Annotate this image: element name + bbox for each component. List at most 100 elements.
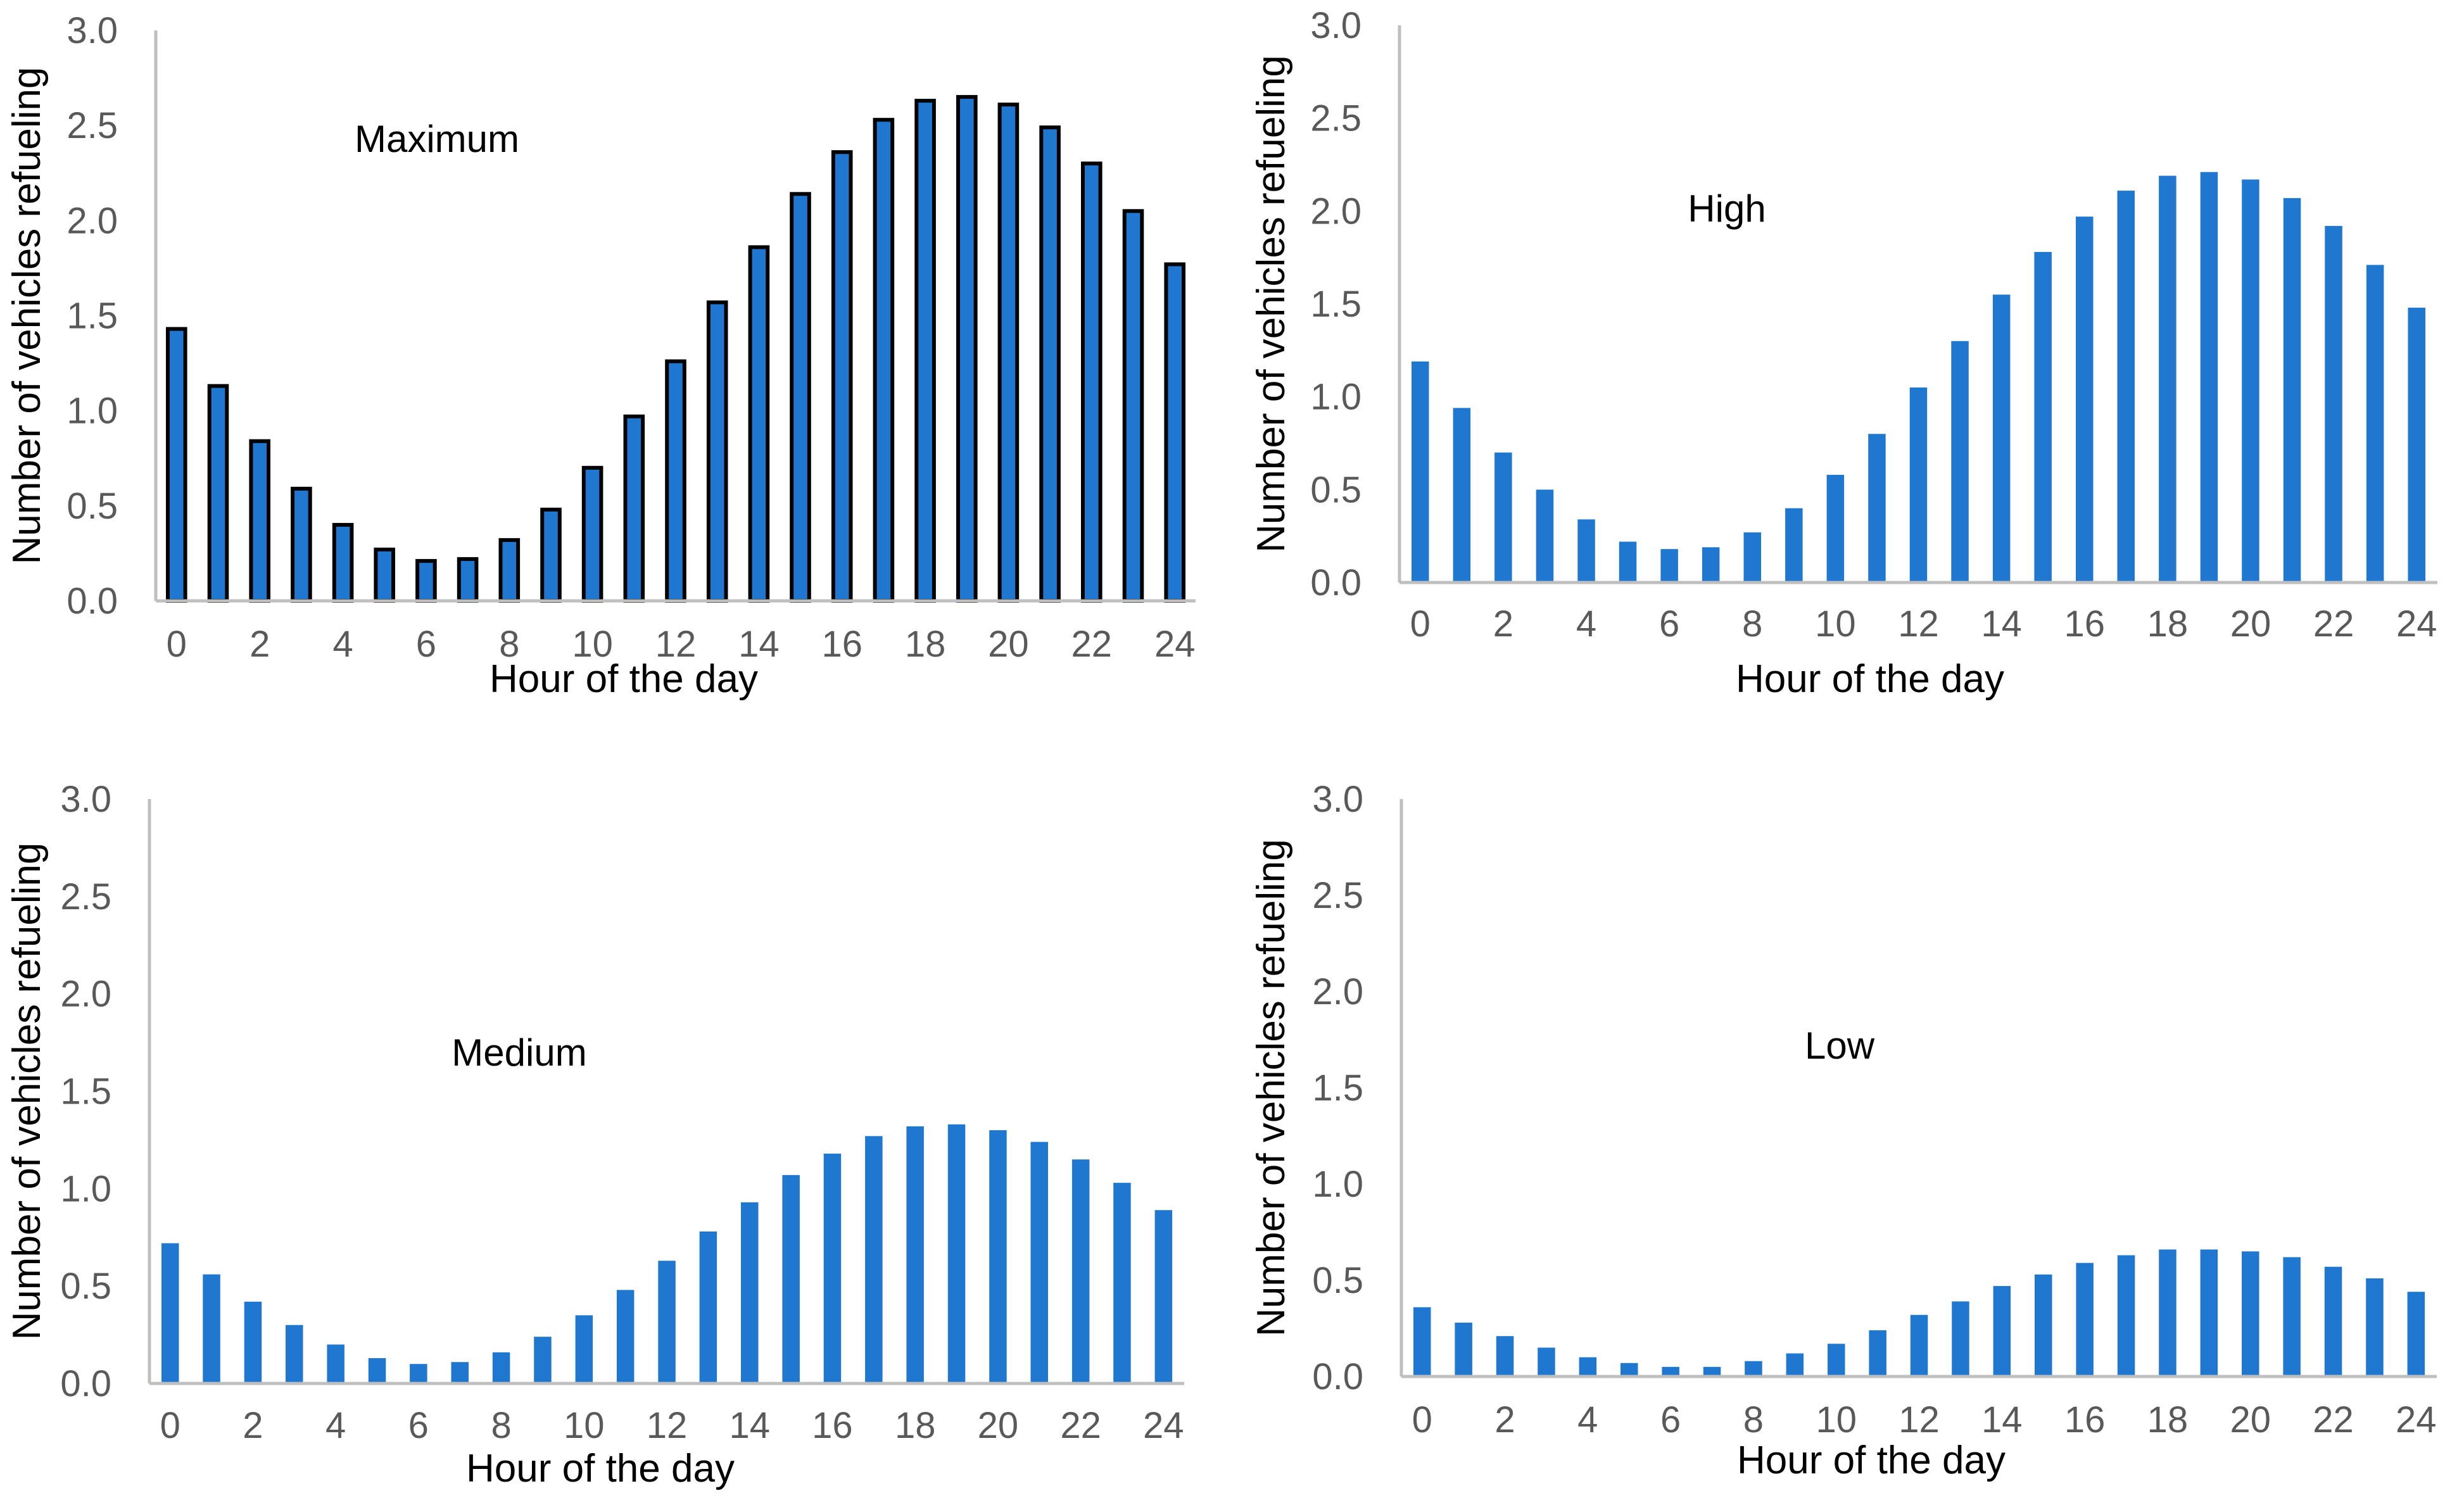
x-axis-title: Hour of the day	[490, 657, 758, 701]
bar-hour-10	[575, 1315, 593, 1383]
y-tick-label: 0.0	[60, 1363, 111, 1404]
x-tick-label: 18	[2147, 1399, 2189, 1440]
bar-hour-16	[831, 150, 853, 603]
panel-low: 0.00.51.01.52.02.53.00 2 4 6 8 10 12 14 16 18 20 22…	[1249, 779, 2437, 1482]
y-tick-label: 0.5	[1310, 469, 1361, 510]
y-tick-label: 1.0	[1310, 377, 1361, 418]
x-tick-label: 22	[2313, 1399, 2354, 1440]
x-tick-label: 6	[1660, 1399, 1681, 1440]
bar-hour-5	[368, 1358, 386, 1383]
bar-hour-18	[914, 99, 936, 603]
x-tick-label: 4	[1577, 1399, 1598, 1440]
x-tick-label: 8	[491, 1405, 511, 1446]
scenario-label: High	[1688, 187, 1766, 230]
bar-hour-12	[658, 1261, 676, 1383]
bar-hour-1	[1455, 1322, 1472, 1377]
x-tick-label: 14	[729, 1405, 770, 1446]
bar-hour-17	[2117, 1255, 2135, 1377]
panel-high: 0.00.51.01.52.02.53.00 2 4 6 8 10 12 14 16 18 20 22…	[1249, 5, 2437, 701]
bar-hour-11	[623, 414, 645, 603]
bar-hour-0	[161, 1243, 179, 1383]
y-tick-label: 2.5	[66, 105, 118, 146]
y-tick-label: 0.0	[1310, 562, 1361, 603]
bar-hour-0	[166, 327, 187, 603]
bar-hour-10	[581, 465, 603, 603]
bar-hour-4	[327, 1344, 344, 1383]
y-axis-title: Number of vehicles refueling	[5, 843, 49, 1340]
bar-hour-18	[2159, 1249, 2176, 1377]
x-tick-label: 22	[2313, 603, 2354, 645]
x-tick-label: 10	[1815, 603, 1856, 645]
x-tick-label: 10	[572, 624, 613, 665]
y-tick-label: 3.0	[1310, 5, 1361, 46]
x-tick-label: 12	[647, 1405, 688, 1446]
bar-hour-11	[616, 1290, 635, 1383]
bar-hour-5	[1621, 1363, 1638, 1377]
x-tick-label: 2	[1493, 603, 1513, 645]
bar-hour-14	[1992, 294, 2011, 583]
x-tick-label: 0	[1410, 603, 1431, 645]
x-tick-label: 18	[905, 624, 946, 665]
bar-hour-9	[1786, 1353, 1804, 1377]
x-tick-label: 20	[978, 1405, 1019, 1446]
bar-hour-4	[1579, 1357, 1597, 1377]
bar-hour-7	[451, 1362, 469, 1383]
x-tick-label: 16	[812, 1405, 853, 1446]
bar-hour-17	[865, 1136, 883, 1383]
y-tick-label: 3.0	[66, 10, 118, 51]
bar-hour-0	[1412, 361, 1429, 583]
bar-hour-23	[1113, 1183, 1131, 1383]
bar-hour-6	[415, 558, 437, 603]
x-tick-label: 14	[1981, 603, 2022, 645]
bar-hour-15	[790, 192, 811, 603]
bar-hour-22	[1081, 161, 1102, 603]
bar-hour-15	[782, 1175, 800, 1383]
x-tick-label: 10	[564, 1405, 605, 1446]
x-tick-label: 12	[1899, 1399, 1940, 1440]
x-tick-label: 16	[2064, 603, 2105, 645]
x-tick-label: 20	[2230, 1399, 2271, 1440]
y-tick-label: 3.0	[1312, 779, 1363, 820]
bar-hour-15	[2035, 1274, 2052, 1377]
bar-hour-3	[1536, 489, 1554, 583]
x-axis-title: Hour of the day	[466, 1447, 735, 1490]
x-tick-label: 22	[1071, 624, 1113, 665]
bar-hour-3	[291, 486, 312, 603]
x-tick-label: 12	[1898, 603, 1939, 645]
x-tick-label: 20	[2230, 603, 2271, 645]
y-tick-label: 1.5	[1312, 1068, 1363, 1109]
bar-hour-23	[2366, 265, 2384, 583]
bar-hour-20	[2242, 1251, 2259, 1377]
y-tick-label: 1.0	[66, 391, 118, 432]
bar-hour-5	[374, 547, 396, 603]
bar-hour-16	[823, 1154, 842, 1383]
bar-hour-15	[2034, 251, 2052, 583]
bar-hour-2	[249, 439, 270, 603]
bar-hour-11	[1868, 434, 1886, 583]
bar-hour-9	[1785, 508, 1803, 583]
bar-hour-23	[2366, 1278, 2384, 1377]
x-tick-label: 24	[1154, 624, 1196, 665]
bar-hour-1	[207, 384, 229, 603]
bar-hour-23	[1122, 209, 1144, 603]
bar-hour-13	[1952, 1301, 1969, 1377]
bar-hour-6	[1660, 549, 1678, 583]
panel-maximum: 0.00.51.01.52.02.53.00 2 4 6 8 10 12 14 16 18 20 22…	[5, 10, 1196, 701]
x-tick-label: 24	[1143, 1405, 1184, 1446]
bar-hour-16	[2076, 217, 2094, 583]
bar-hour-20	[989, 1130, 1007, 1383]
x-tick-label: 2	[250, 624, 270, 665]
x-tick-label: 14	[1981, 1399, 2023, 1440]
bar-hour-24	[1154, 1210, 1173, 1383]
x-tick-label: 0	[167, 624, 187, 665]
y-tick-label: 2.0	[1310, 191, 1361, 232]
scenario-label: Low	[1805, 1024, 1875, 1067]
bar-hour-3	[1538, 1347, 1555, 1377]
x-tick-label: 8	[1743, 1399, 1764, 1440]
bar-hour-12	[1910, 1314, 1928, 1377]
x-axis-title: Hour of the day	[1736, 657, 2004, 701]
bar-hour-7	[1702, 547, 1720, 583]
y-tick-label: 0.0	[66, 581, 118, 622]
bar-hour-20	[997, 103, 1020, 603]
